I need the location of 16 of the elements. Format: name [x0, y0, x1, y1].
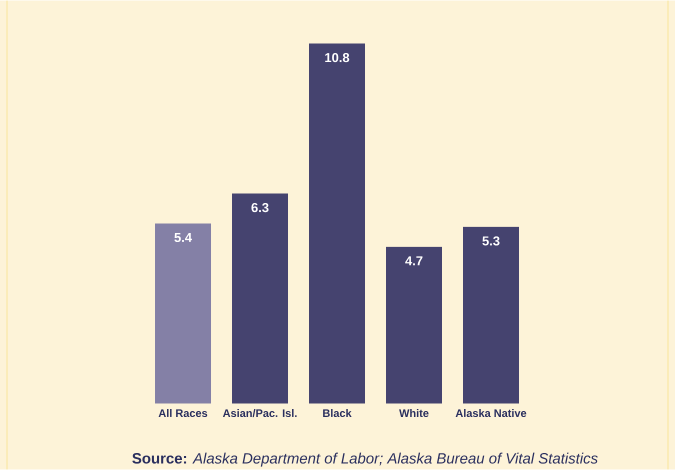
- data-label: 5.4: [174, 233, 192, 242]
- x-tick-label: Asian/Pac. Isl.: [222, 409, 297, 418]
- data-label: 10.8: [325, 53, 350, 62]
- bar: [386, 246, 442, 404]
- x-tick-label: All Races: [158, 409, 208, 418]
- data-label: 4.7: [405, 256, 422, 266]
- bar: [232, 193, 288, 404]
- bar: [155, 223, 212, 404]
- data-label: 6.3: [251, 203, 269, 212]
- text: Source: Alaska Department of Labor; Alaska Bureau of Vital Statistics: [132, 452, 598, 467]
- x-tick-label: Alaska Native: [456, 409, 526, 418]
- x-tick-label: Black: [323, 409, 352, 418]
- bar: [463, 226, 520, 404]
- bar: [309, 43, 366, 404]
- data-label: 5.3: [482, 236, 500, 246]
- x-tick-label: White: [399, 409, 429, 418]
